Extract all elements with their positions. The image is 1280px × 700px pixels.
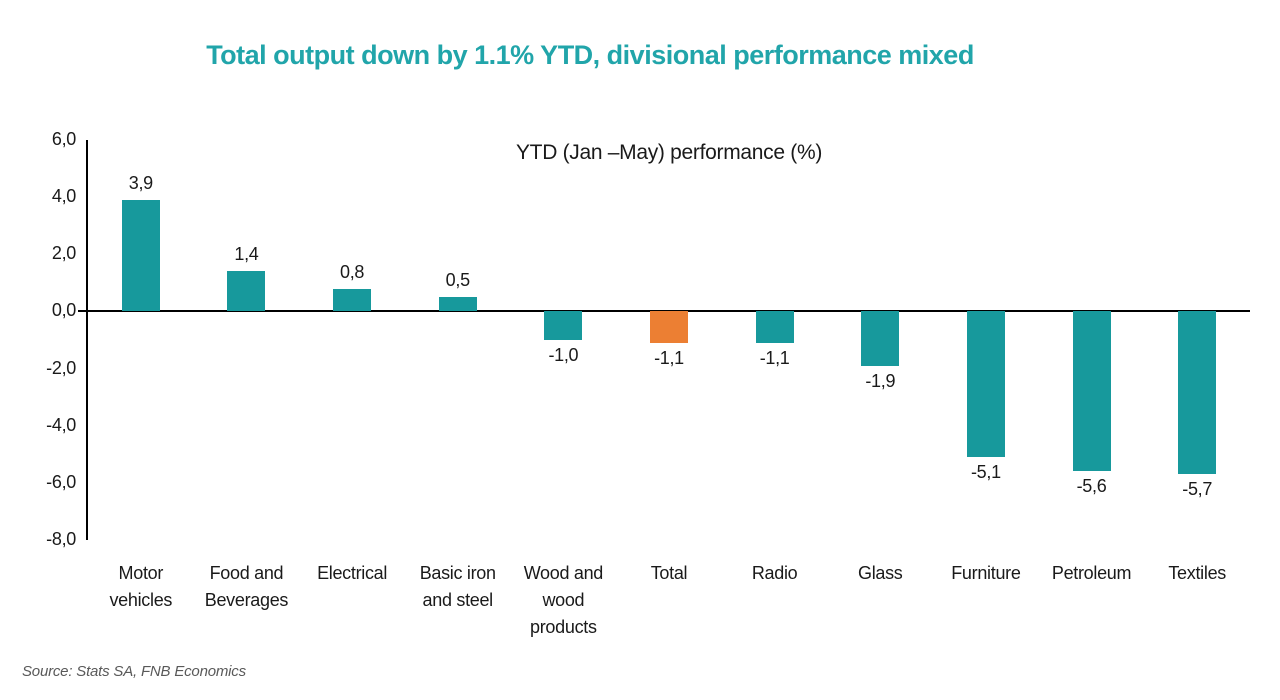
category-label: Glass xyxy=(858,563,903,583)
bar-motor-vehicles xyxy=(121,200,160,312)
bar-textiles xyxy=(1178,311,1217,475)
y-tick-label: -4,0 xyxy=(46,414,76,435)
bar-value-label: 3,9 xyxy=(128,173,153,193)
y-tick-label: 2,0 xyxy=(51,243,76,264)
bar-value-label: -1,1 xyxy=(654,347,684,368)
bar-value-label: -1,1 xyxy=(759,347,790,368)
bar-total xyxy=(650,311,688,343)
y-tick-label: -6,0 xyxy=(46,471,76,492)
source-note: Source: Stats SA, FNB Economics xyxy=(22,663,246,680)
bar-value-label: 1,4 xyxy=(234,244,259,265)
bar-radio xyxy=(755,311,794,343)
bar-glass xyxy=(861,311,900,366)
page-title: Total output down by 1.1% YTD, divisiona… xyxy=(206,40,974,70)
bar-value-label: -1,9 xyxy=(865,370,896,391)
bar-food-and-beverages xyxy=(227,271,266,312)
bar-value-label: 0,8 xyxy=(340,261,365,282)
category-label: Petroleum xyxy=(1051,563,1132,583)
bar-value-label: -5,1 xyxy=(970,462,1001,483)
y-tick-label: 0,0 xyxy=(51,300,76,321)
category-label: Food and Beverages xyxy=(204,563,289,610)
category-label: Furniture xyxy=(951,563,1021,583)
y-tick-label: -2,0 xyxy=(46,357,76,378)
bar-value-label: -5,7 xyxy=(1182,479,1213,500)
y-axis-line xyxy=(86,140,88,540)
bar-basic-iron-and-steel xyxy=(438,297,477,312)
y-tick-label: 6,0 xyxy=(51,129,76,149)
category-label: Radio xyxy=(751,563,798,583)
bar-electrical xyxy=(333,288,372,312)
category-label: Textiles xyxy=(1168,563,1226,583)
chart-subtitle: YTD (Jan –May) performance (%) xyxy=(515,141,823,164)
y-tick-label: -8,0 xyxy=(46,529,76,549)
bar-petroleum xyxy=(1072,311,1111,472)
category-label: Electrical xyxy=(317,563,388,583)
bar-value-label: -5,6 xyxy=(1076,476,1107,497)
bar-furniture xyxy=(966,311,1005,458)
bar-wood-and-wood-products xyxy=(544,311,583,340)
y-tick-label: 4,0 xyxy=(51,186,76,207)
category-label: Wood and wood products xyxy=(523,563,604,637)
zero-tick xyxy=(78,310,86,313)
bar-value-label: -1,0 xyxy=(548,345,579,365)
category-label: Motor vehicles xyxy=(109,563,173,610)
category-label: Basic iron and steel xyxy=(419,563,496,610)
category-label: Total xyxy=(650,563,688,583)
bar-value-label: 0,5 xyxy=(445,270,470,291)
